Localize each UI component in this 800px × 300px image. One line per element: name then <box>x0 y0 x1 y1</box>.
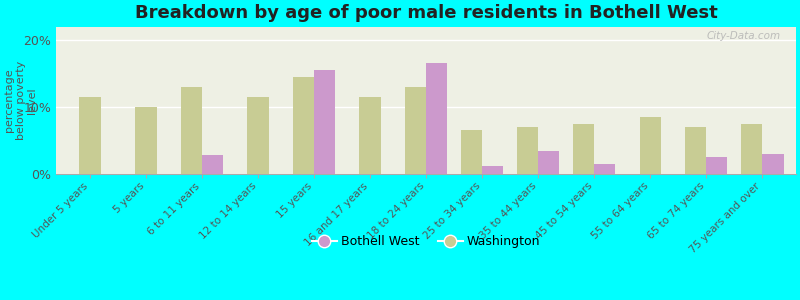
Bar <box>706 157 727 174</box>
Bar <box>685 127 706 174</box>
Bar <box>247 97 269 174</box>
Bar <box>405 87 426 174</box>
Title: Breakdown by age of poor male residents in Bothell West: Breakdown by age of poor male residents … <box>134 4 718 22</box>
Bar <box>538 151 559 174</box>
Y-axis label: percentage
below poverty
level: percentage below poverty level <box>4 61 38 140</box>
Bar <box>639 117 661 174</box>
Bar <box>426 63 447 174</box>
Bar <box>517 127 538 174</box>
Bar <box>482 166 503 174</box>
Legend: Bothell West, Washington: Bothell West, Washington <box>307 230 545 253</box>
Bar <box>741 124 762 174</box>
Bar <box>135 107 157 174</box>
Bar <box>181 87 202 174</box>
Bar <box>79 97 101 174</box>
Bar <box>293 77 314 174</box>
Text: City-Data.com: City-Data.com <box>707 31 781 41</box>
Bar <box>573 124 594 174</box>
Bar <box>762 154 783 174</box>
Bar <box>359 97 381 174</box>
Bar <box>461 130 482 174</box>
Bar <box>202 155 223 174</box>
Bar <box>314 70 335 174</box>
Bar <box>594 164 615 174</box>
